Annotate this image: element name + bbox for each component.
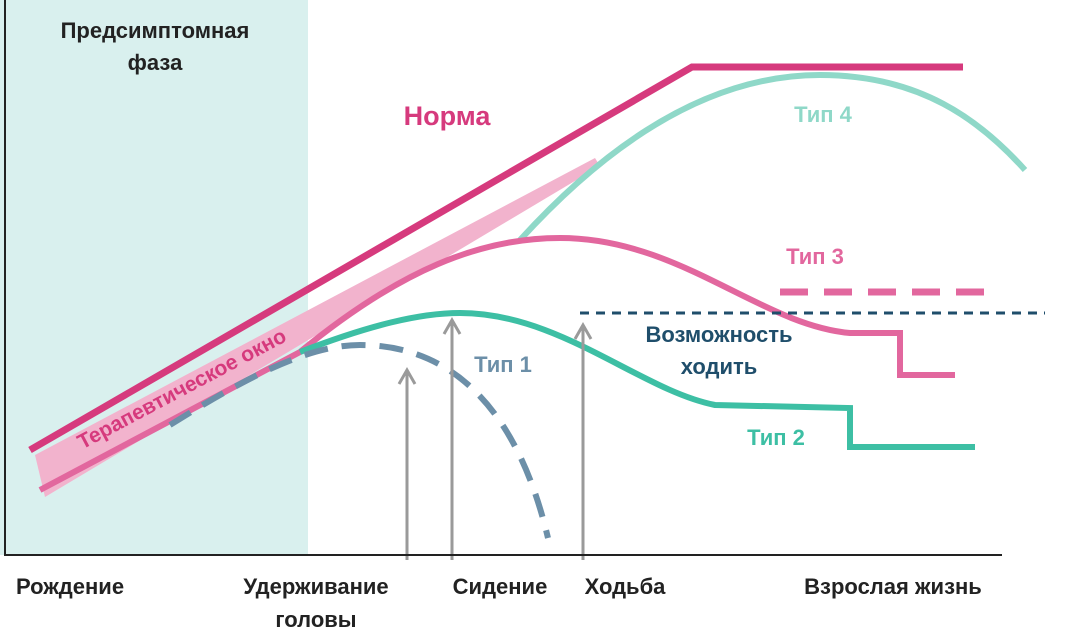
type4-label: Тип 4 [794, 102, 853, 127]
type2-curve [298, 309, 975, 450]
milestone-label: Рождение [16, 574, 124, 599]
walk-label: Возможность [645, 322, 792, 347]
therapeutic-window [35, 158, 600, 497]
type2-label: Тип 2 [747, 425, 805, 450]
norm-label: Норма [404, 101, 492, 131]
phase-label: Предсимптомная [61, 18, 250, 43]
type4-curve [517, 71, 1028, 243]
type3-curve [38, 234, 955, 493]
type3-label: Тип 3 [786, 244, 844, 269]
milestone-label: Сидение [453, 574, 548, 599]
type1-curve [168, 341, 551, 539]
walk-label: ходить [681, 354, 758, 379]
type1-label: Тип 1 [474, 352, 532, 377]
arrows [397, 316, 593, 560]
arrow [573, 321, 593, 560]
norm-curve [28, 63, 963, 454]
milestone-label: головы [275, 607, 356, 632]
arrow [442, 316, 462, 560]
arrow [397, 366, 417, 560]
milestone-label: Удерживание [243, 574, 388, 599]
milestone-label: Ходьба [585, 574, 667, 599]
milestone-label: Взрослая жизнь [804, 574, 982, 599]
phase-label: фаза [128, 50, 183, 75]
